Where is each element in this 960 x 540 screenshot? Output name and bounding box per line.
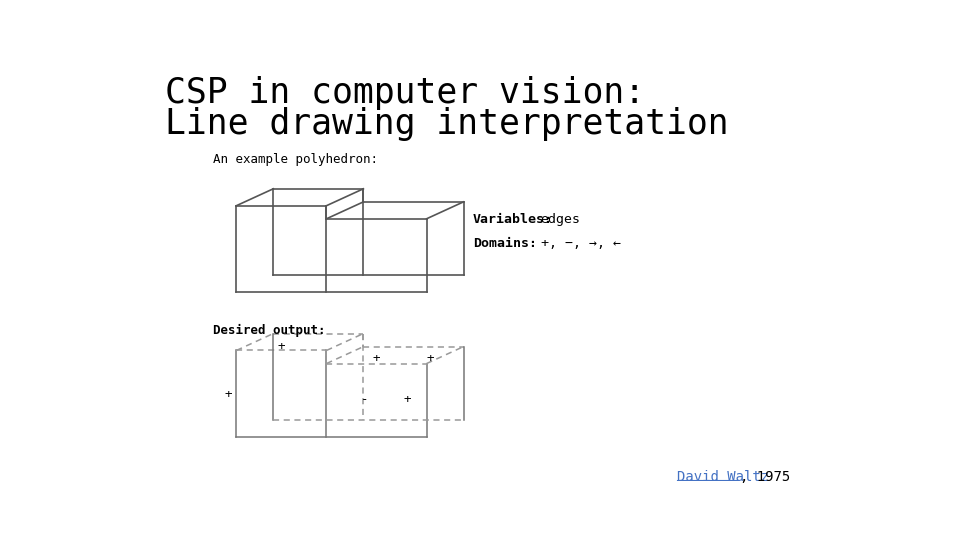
Text: +: + — [224, 388, 231, 401]
Text: +: + — [403, 393, 411, 406]
Text: +, −, →, ←: +, −, →, ← — [540, 237, 620, 250]
Text: -: - — [361, 393, 369, 406]
Text: Variables:: Variables: — [472, 213, 553, 226]
Text: Line drawing interpretation: Line drawing interpretation — [165, 107, 729, 141]
Text: +: + — [426, 353, 434, 366]
Text: edges: edges — [540, 213, 581, 226]
Text: David Waltz: David Waltz — [677, 470, 769, 484]
Text: Desired output:: Desired output: — [213, 325, 325, 338]
Text: Domains:: Domains: — [472, 237, 537, 250]
Text: An example polyhedron:: An example polyhedron: — [213, 153, 378, 166]
Text: +: + — [372, 353, 380, 366]
Text: CSP in computer vision:: CSP in computer vision: — [165, 76, 645, 110]
Text: , 1975: , 1975 — [740, 470, 790, 484]
Text: +: + — [277, 340, 285, 353]
